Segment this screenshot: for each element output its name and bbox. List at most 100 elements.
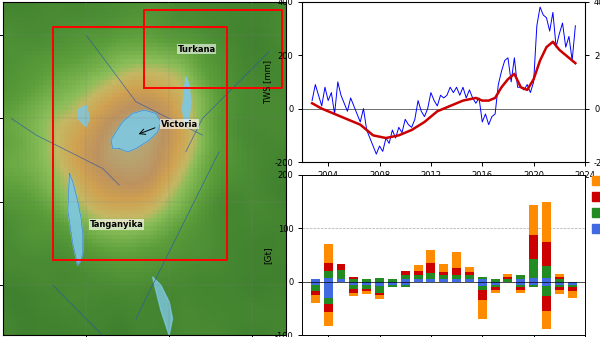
Bar	[568, 287, 577, 292]
Bar	[542, 296, 551, 311]
Bar	[401, 282, 410, 284]
Bar	[516, 287, 525, 290]
Bar	[349, 284, 358, 289]
Bar	[413, 279, 422, 282]
Bar	[401, 284, 410, 287]
Bar	[452, 269, 461, 275]
Bar	[503, 279, 512, 282]
Bar	[491, 284, 500, 287]
Bar	[555, 276, 564, 279]
Bar	[516, 279, 525, 282]
Bar	[323, 282, 332, 298]
Bar	[337, 270, 346, 279]
Polygon shape	[152, 277, 173, 335]
Bar	[478, 290, 487, 300]
Bar	[529, 235, 538, 259]
Bar	[375, 295, 384, 300]
Bar	[529, 259, 538, 278]
Bar	[323, 271, 332, 278]
Polygon shape	[111, 110, 161, 152]
Bar	[362, 282, 371, 284]
Bar	[362, 292, 371, 294]
Polygon shape	[182, 77, 191, 127]
Bar	[542, 286, 551, 296]
Bar	[465, 275, 474, 279]
Text: Tanganyika: Tanganyika	[89, 220, 143, 229]
Bar	[529, 205, 538, 235]
Bar	[452, 279, 461, 282]
Bar	[323, 304, 332, 312]
Bar	[542, 278, 551, 282]
Bar	[311, 284, 320, 291]
Bar	[529, 278, 538, 282]
Bar	[542, 202, 551, 242]
Bar	[375, 286, 384, 293]
Bar	[516, 275, 525, 279]
Bar	[491, 282, 500, 284]
Bar	[491, 287, 500, 290]
Bar	[349, 289, 358, 293]
Bar	[555, 287, 564, 290]
Bar	[491, 290, 500, 293]
Bar	[465, 279, 474, 282]
Bar	[311, 295, 320, 303]
Bar	[529, 282, 538, 284]
Bar	[323, 298, 332, 304]
Bar	[349, 282, 358, 284]
Bar	[478, 276, 487, 279]
Bar	[349, 293, 358, 296]
Bar	[516, 290, 525, 293]
Bar	[555, 282, 564, 284]
Bar	[375, 282, 384, 286]
Bar	[478, 300, 487, 319]
Bar	[542, 282, 551, 286]
Bar	[439, 264, 448, 272]
Bar	[452, 252, 461, 269]
Bar	[516, 284, 525, 287]
Y-axis label: TWS [mm]: TWS [mm]	[263, 60, 272, 104]
Polygon shape	[68, 174, 83, 265]
Bar	[555, 279, 564, 282]
Bar	[542, 242, 551, 266]
Bar	[311, 291, 320, 295]
Bar	[388, 279, 397, 282]
Bar	[439, 275, 448, 279]
Bar	[323, 312, 332, 326]
Bar	[311, 279, 320, 282]
Bar	[503, 274, 512, 276]
Bar	[491, 279, 500, 282]
Bar	[323, 244, 332, 263]
Bar	[413, 275, 422, 279]
Bar	[427, 263, 436, 273]
Bar	[375, 278, 384, 282]
Bar	[568, 292, 577, 298]
Bar	[401, 271, 410, 275]
Bar	[337, 279, 346, 282]
Bar	[413, 265, 422, 271]
Bar	[452, 275, 461, 279]
Bar	[516, 282, 525, 284]
Bar	[401, 275, 410, 279]
Bar	[465, 267, 474, 272]
Bar	[413, 271, 422, 275]
Bar	[337, 264, 346, 270]
Bar	[311, 282, 320, 284]
Bar	[555, 284, 564, 287]
Bar	[362, 279, 371, 282]
Bar	[478, 282, 487, 286]
Bar	[542, 266, 551, 278]
Bar	[439, 279, 448, 282]
Bar	[478, 286, 487, 290]
Bar	[375, 293, 384, 295]
Bar	[529, 284, 538, 287]
Bar	[323, 263, 332, 271]
Polygon shape	[78, 105, 89, 127]
Bar	[401, 279, 410, 282]
Bar	[427, 279, 436, 282]
Bar	[568, 284, 577, 287]
Bar	[388, 284, 397, 287]
Bar	[349, 279, 358, 282]
Text: Turkana: Turkana	[178, 45, 215, 54]
Bar	[503, 276, 512, 279]
Bar	[388, 282, 397, 284]
